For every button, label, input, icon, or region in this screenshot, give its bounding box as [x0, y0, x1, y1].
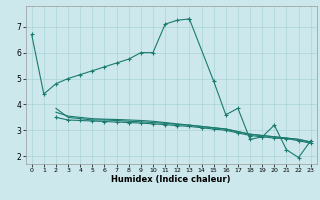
X-axis label: Humidex (Indice chaleur): Humidex (Indice chaleur)	[111, 175, 231, 184]
